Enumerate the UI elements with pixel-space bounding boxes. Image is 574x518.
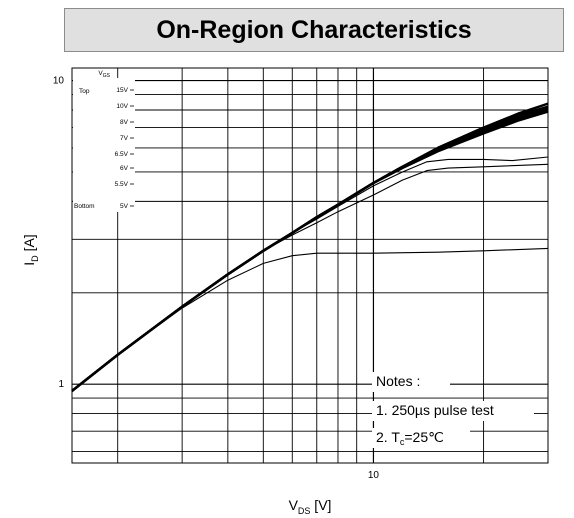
notes-line2: 2. Tc=25℃: [376, 429, 444, 447]
series-line: [71, 102, 549, 392]
legend-entry: 10V: [116, 103, 128, 110]
legend-background: [73, 78, 135, 212]
series-line: [71, 156, 549, 392]
legend-entry: 5.5V: [115, 181, 129, 188]
legend-entry: 6V: [120, 165, 129, 172]
series-line: [71, 247, 549, 392]
legend-header: VGS: [98, 70, 110, 79]
series-line: [71, 105, 549, 392]
x-axis-label: VDS [V]: [289, 497, 332, 516]
series-line: [71, 108, 549, 392]
legend-entry: 15V: [116, 87, 128, 94]
tick-labels: 10 1 10: [53, 76, 380, 481]
chart-title: On-Region Characteristics: [64, 8, 564, 52]
y-tick-label: 10: [53, 76, 65, 87]
x-tick-label: 10: [368, 470, 380, 481]
legend-entry: 5V: [120, 203, 129, 210]
notes-background: [372, 401, 534, 421]
y-tick-label: 1: [58, 379, 64, 390]
series-line: [71, 163, 549, 392]
notes: Notes : 1. 250µs pulse test 2. Tc=25℃: [372, 372, 534, 448]
notes-background: [372, 428, 470, 448]
notes-line1: 1. 250µs pulse test: [376, 402, 494, 418]
plot-frame: [71, 67, 549, 464]
notes-background: [372, 372, 450, 392]
legend: VGS Top Bottom 15V 10V 8V 7V 6.5V 6V 5.5V 5V: [73, 70, 135, 212]
series-line: [71, 107, 549, 392]
y-axis-label: ID [A]: [21, 234, 40, 265]
legend-entry: 8V: [120, 119, 129, 126]
legend-entry: 6.5V: [115, 151, 129, 158]
notes-heading: Notes :: [376, 373, 420, 389]
legend-entry: 7V: [120, 135, 129, 142]
legend-bottom-label: Bottom: [74, 203, 95, 210]
legend-top-label: Top: [79, 88, 90, 95]
series-lines: [71, 102, 549, 392]
